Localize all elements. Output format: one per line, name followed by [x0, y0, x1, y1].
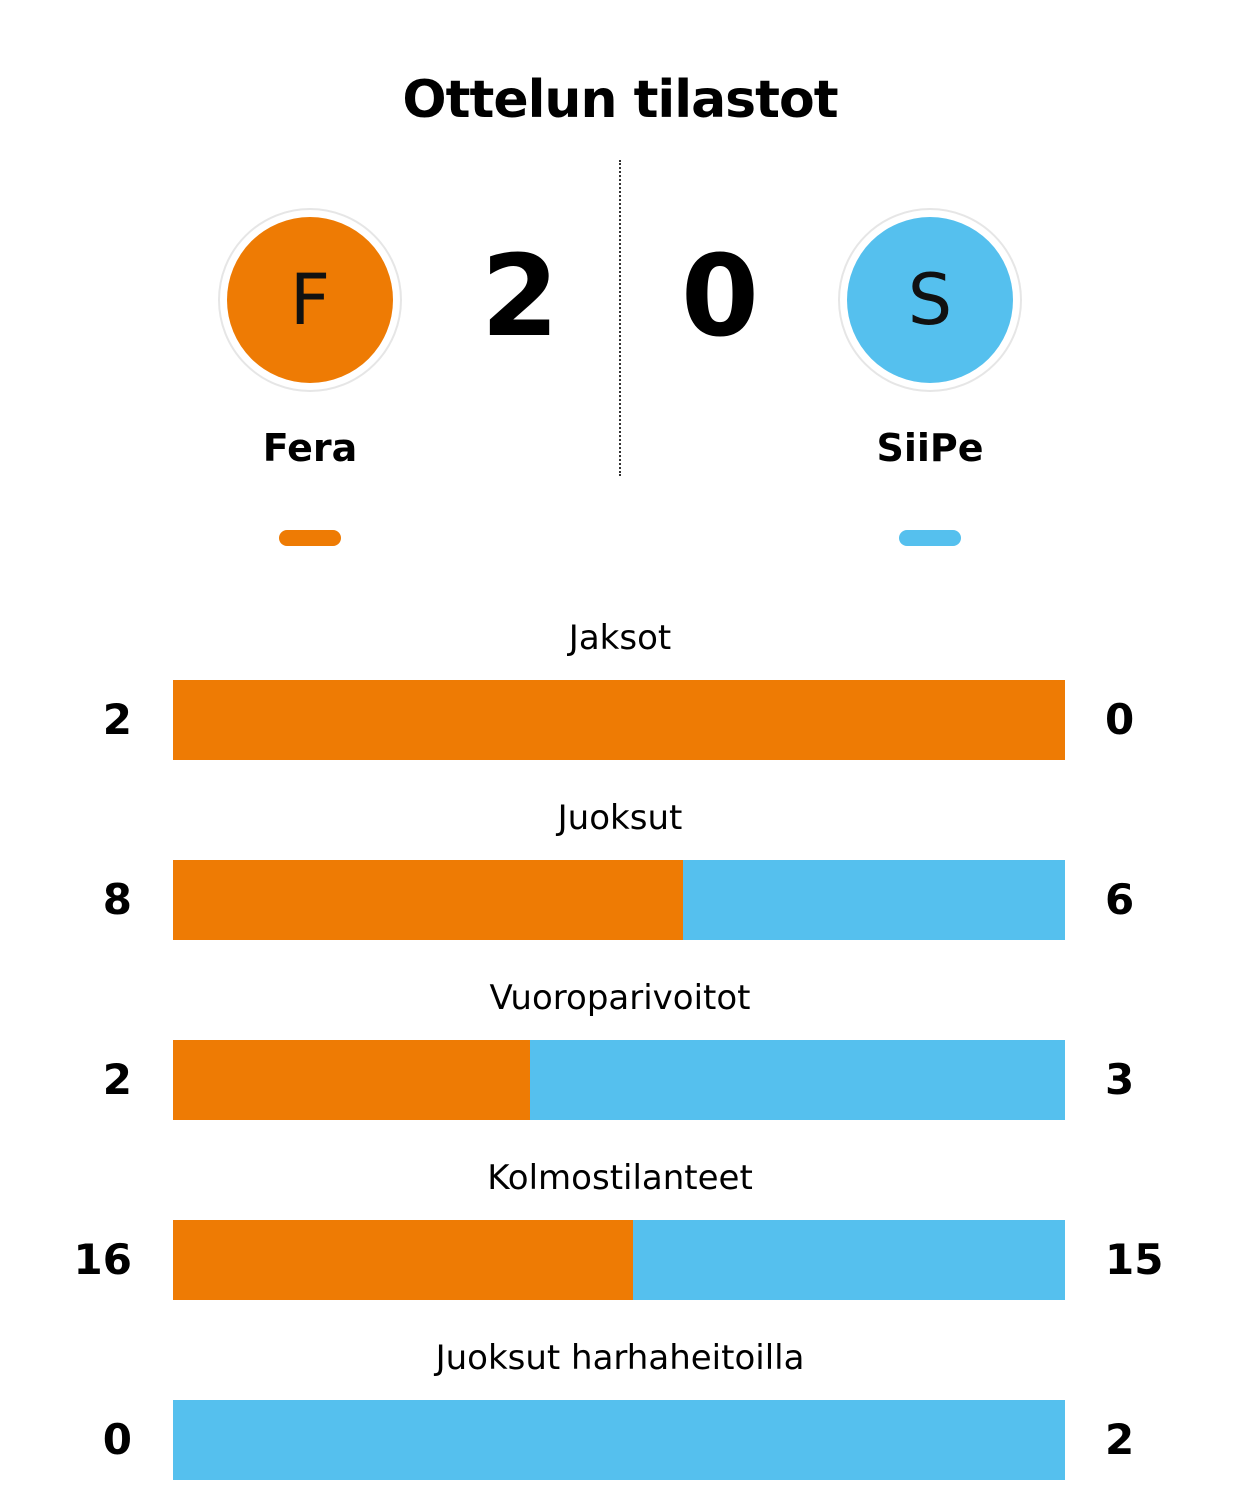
stat-bar [173, 1040, 1065, 1120]
home-team-initial: F [227, 217, 393, 383]
stat-bar-home-segment [173, 1220, 634, 1300]
home-team-logo: F [218, 208, 402, 392]
stat-bar-away-segment [682, 860, 1065, 940]
stat-label: Vuoroparivoitot [489, 978, 751, 1018]
away-team-logo: S [838, 208, 1022, 392]
stat-bar-away-segment [633, 1220, 1065, 1300]
away-score: 0 [681, 232, 759, 362]
stat-bar [173, 860, 1065, 940]
stat-bar [173, 1400, 1065, 1480]
stat-bar [173, 1220, 1065, 1300]
stat-bar-away-segment [173, 1400, 1065, 1480]
stat-label: Jaksot [568, 618, 672, 658]
home-team-name: Fera [262, 426, 358, 470]
stat-home-value: 8 [102, 875, 132, 924]
center-divider [619, 160, 621, 476]
stat-home-value: 2 [102, 1055, 132, 1104]
stats-list: Jaksot 2 0 Juoksut 8 6 Vuoroparivoitot 2… [0, 612, 1240, 1512]
stat-row: Kolmostilanteet 16 15 [0, 1152, 1240, 1332]
stat-bar-home-segment [173, 860, 683, 940]
stat-home-value: 16 [73, 1235, 132, 1284]
home-score: 2 [481, 232, 559, 362]
stat-row: Juoksut 8 6 [0, 792, 1240, 972]
stat-away-value: 3 [1105, 1055, 1135, 1104]
stat-away-value: 2 [1105, 1415, 1135, 1464]
away-team-name: SiiPe [876, 426, 984, 470]
stat-row: Vuoroparivoitot 2 3 [0, 972, 1240, 1152]
stat-row: Juoksut harhaheitoilla 0 2 [0, 1332, 1240, 1512]
page-title: Ottelun tilastot [402, 70, 838, 130]
stat-row: Jaksot 2 0 [0, 612, 1240, 792]
stat-away-value: 6 [1105, 875, 1135, 924]
away-color-legend [899, 530, 961, 546]
stat-bar-home-segment [173, 680, 1065, 760]
away-team-initial: S [847, 217, 1013, 383]
stat-bar-away-segment [529, 1040, 1065, 1120]
stat-home-value: 2 [102, 695, 132, 744]
home-color-legend [279, 530, 341, 546]
stat-label: Kolmostilanteet [487, 1158, 753, 1198]
stat-away-value: 0 [1105, 695, 1135, 744]
stat-away-value: 15 [1105, 1235, 1164, 1284]
stat-label: Juoksut harhaheitoilla [435, 1338, 805, 1378]
stat-label: Juoksut [557, 798, 683, 838]
stat-home-value: 0 [102, 1415, 132, 1464]
stat-bar-home-segment [173, 1040, 530, 1120]
stat-bar [173, 680, 1065, 760]
